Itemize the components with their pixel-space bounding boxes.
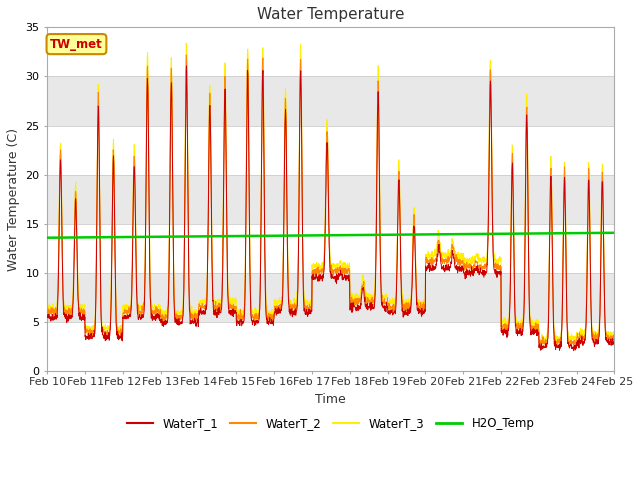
Bar — [47, 175, 614, 224]
Y-axis label: Water Temperature (C): Water Temperature (C) — [7, 128, 20, 271]
Title: Water Temperature: Water Temperature — [257, 7, 404, 22]
Bar — [47, 27, 614, 76]
Bar — [47, 76, 614, 126]
Text: TW_met: TW_met — [50, 37, 103, 50]
Bar — [47, 126, 614, 175]
Bar — [47, 322, 614, 372]
Bar — [47, 224, 614, 273]
Legend: WaterT_1, WaterT_2, WaterT_3, H2O_Temp: WaterT_1, WaterT_2, WaterT_3, H2O_Temp — [123, 412, 539, 434]
Bar — [47, 273, 614, 322]
X-axis label: Time: Time — [316, 393, 346, 406]
